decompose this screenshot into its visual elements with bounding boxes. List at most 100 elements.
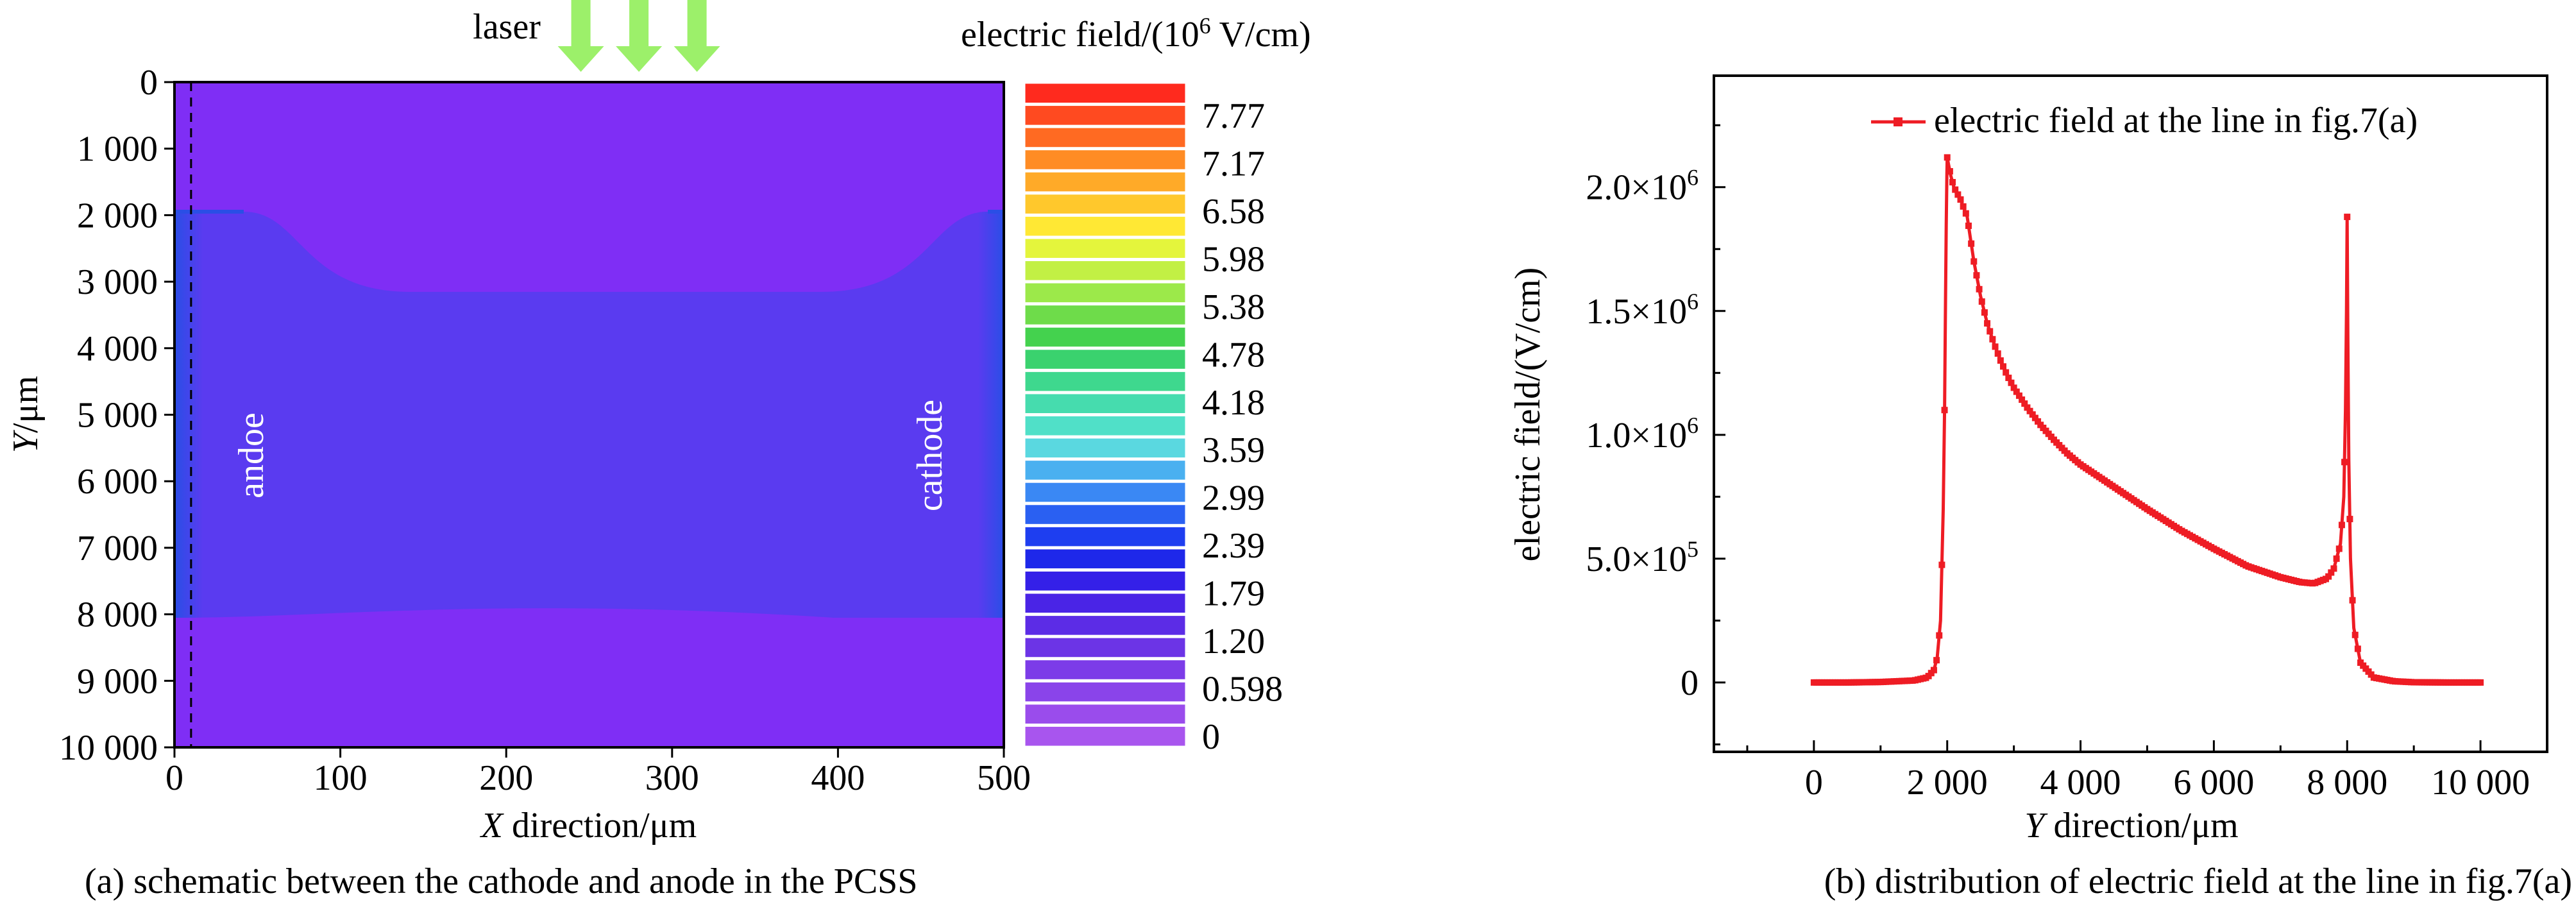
colorbar-band xyxy=(1024,482,1186,503)
y-tick-label: 3 000 xyxy=(77,262,158,302)
colorbar-band xyxy=(1024,681,1186,702)
series-marker xyxy=(2335,545,2343,552)
panel-a: laser andoe cathode 0 100 200 300 400 500 0 1 … xyxy=(6,0,1311,901)
series-marker xyxy=(1954,191,1962,198)
colorbar-label: 4.18 xyxy=(1202,383,1265,423)
series-marker xyxy=(1960,203,1967,210)
colorbar-band xyxy=(1024,393,1186,414)
y-tick-label: 5 000 xyxy=(77,396,158,436)
series-marker xyxy=(1973,272,1980,279)
series-electric-field xyxy=(1810,154,2484,686)
series-marker xyxy=(2338,522,2345,529)
colorbar-band xyxy=(1024,282,1186,303)
x-axis-ticks: 0 100 200 300 400 500 xyxy=(165,747,1031,798)
laser-arrow-icon xyxy=(557,0,604,72)
series-marker xyxy=(2015,392,2022,399)
series-marker xyxy=(2019,396,2026,403)
y-tick-label: 8 000 xyxy=(77,595,158,635)
x-tick-label: 300 xyxy=(645,758,699,798)
series-marker xyxy=(2330,565,2337,572)
series-marker xyxy=(2005,375,2012,382)
colorbar-band xyxy=(1024,637,1186,658)
series-marker xyxy=(1957,196,1964,203)
series-line xyxy=(1813,155,2481,684)
colorbar-band xyxy=(1024,127,1186,148)
series-marker xyxy=(1968,240,1975,247)
series-marker xyxy=(2010,384,2017,391)
series-marker xyxy=(2035,418,2042,425)
colorbar-band xyxy=(1024,83,1186,104)
y-tick-label: 2.0×106 xyxy=(1586,165,1699,208)
colorbar-band xyxy=(1024,305,1186,325)
series-marker xyxy=(2351,631,2359,638)
colorbar-band xyxy=(1024,349,1186,370)
series-marker xyxy=(2349,597,2356,604)
panel-b: 0 2 000 4 000 6 000 8 000 10 000 0 5.0×105 1.0×… xyxy=(1508,74,2572,901)
series-marker xyxy=(2344,214,2351,221)
series-marker xyxy=(1992,343,1999,350)
x-tick-label: 400 xyxy=(811,758,865,798)
y-tick-label: 5.0×105 xyxy=(1586,536,1699,579)
series-marker xyxy=(2024,404,2031,411)
colorbar-band xyxy=(1024,615,1186,636)
colorbar-band xyxy=(1024,416,1186,436)
legend-swatch-marker xyxy=(1894,117,1902,126)
colorbar-label: 0 xyxy=(1202,717,1220,757)
colorbar-band xyxy=(1024,171,1186,192)
y-axis-ticks-b: 0 5.0×105 1.0×106 1.5×106 2.0×106 xyxy=(1586,124,1725,745)
x-tick-label: 0 xyxy=(165,758,183,798)
laser-arrows xyxy=(557,0,720,72)
series-marker xyxy=(1989,336,1996,343)
colorbar-band xyxy=(1024,726,1186,747)
colorbar-band xyxy=(1024,504,1186,525)
heatmap-field xyxy=(174,82,1004,747)
y-tick-label: 0 xyxy=(140,63,158,103)
series-marker xyxy=(1952,186,1959,193)
y-tick-label: 6 000 xyxy=(77,462,158,502)
series-marker xyxy=(2354,645,2361,652)
colorbar-label: 6.58 xyxy=(1202,192,1265,232)
y-tick-label: 10 000 xyxy=(59,728,158,768)
field-mid-region xyxy=(174,212,1004,618)
colorbar-band xyxy=(1024,194,1186,214)
series-marker xyxy=(1981,309,1988,316)
x-tick-label: 0 xyxy=(1805,763,1823,803)
colorbar-band xyxy=(1024,460,1186,480)
series-marker xyxy=(2013,388,2020,395)
y-axis-ticks: 0 1 000 2 000 3 000 4 000 5 000 6 000 7 000 8 00… xyxy=(59,63,174,768)
series-marker xyxy=(2477,679,2484,686)
x-tick-label: 8 000 xyxy=(2307,763,2387,803)
series-marker xyxy=(2021,400,2028,407)
colorbar-label: 1.20 xyxy=(1202,622,1265,661)
series-marker xyxy=(1978,298,1985,305)
colorbar-label: 5.98 xyxy=(1202,239,1265,279)
line-plot-frame xyxy=(1713,74,2548,753)
series-marker xyxy=(1970,258,1978,265)
legend-label: electric field at the line in fig.7(a) xyxy=(1934,101,2418,140)
anode-label: andoe xyxy=(232,412,271,498)
x-tick-label: 2 000 xyxy=(1907,763,1988,803)
y-tick-label: 9 000 xyxy=(77,661,158,701)
y-tick-label: 2 000 xyxy=(77,196,158,235)
series-marker xyxy=(2000,363,2007,370)
x-tick-label: 200 xyxy=(479,758,533,798)
x-axis-label: X direction/μm xyxy=(480,806,697,845)
series-marker xyxy=(2341,459,2348,466)
colorbar-band xyxy=(1024,548,1186,569)
colorbar-label: 4.78 xyxy=(1202,335,1265,375)
caption-a: (a) schematic between the cathode and an… xyxy=(85,862,917,901)
colorbar-band xyxy=(1024,105,1186,126)
colorbar-band xyxy=(1024,238,1186,259)
colorbar-labels: 7.77 7.17 6.58 5.98 5.38 4.78 4.18 3.59 2.99 2.39… xyxy=(1202,96,1283,757)
series-marker xyxy=(2008,379,2015,386)
x-tick-label: 100 xyxy=(314,758,368,798)
series-marker xyxy=(2029,411,2036,418)
colorbar-band xyxy=(1024,149,1186,170)
colorbar-label: 7.77 xyxy=(1202,96,1265,136)
field-cathode-edge xyxy=(978,212,1004,618)
x-tick-label: 500 xyxy=(977,758,1031,798)
caption-b: (b) distribution of electric field at th… xyxy=(1824,862,2572,901)
series-marker xyxy=(2346,516,2353,523)
series-marker xyxy=(1976,285,1983,293)
